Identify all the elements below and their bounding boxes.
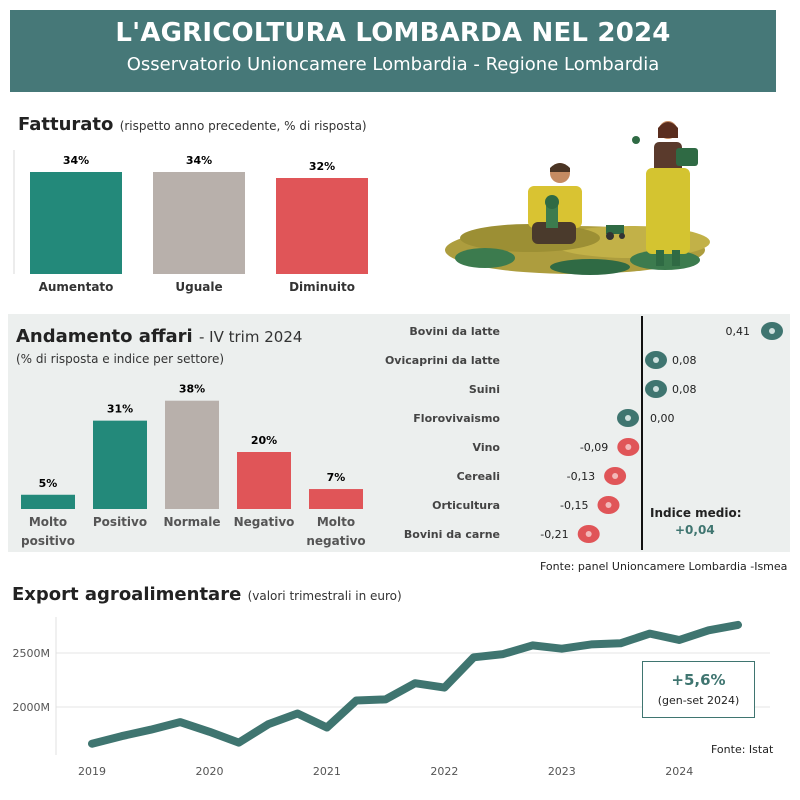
farmer-woman-icon xyxy=(632,121,698,266)
indice-category-label: Cereali xyxy=(457,470,500,483)
indice-value-label: 0,08 xyxy=(672,383,697,396)
andamento-title-suffix: - IV trim 2024 xyxy=(199,328,303,346)
export-xtick-label: 2019 xyxy=(78,765,106,778)
pig-icon xyxy=(645,380,667,398)
andamento-category-label: Molto xyxy=(29,515,67,529)
corn-icon xyxy=(604,467,627,485)
pumpkin-icon xyxy=(597,496,620,514)
export-title: Export agroalimentare (valori trimestral… xyxy=(12,584,402,605)
indice-value-label: 0,41 xyxy=(726,325,751,338)
export-series-line xyxy=(88,620,742,748)
indice-category-label: Suini xyxy=(469,383,500,396)
page-subtitle: Osservatorio Unioncamere Lombardia - Reg… xyxy=(126,54,660,75)
andamento-category-label: Normale xyxy=(163,515,220,529)
grapes-icon xyxy=(617,438,640,456)
farmer-man-icon xyxy=(528,163,582,244)
fatturato-chart: 34% Aumentato 34% Uguale 32% Diminuito xyxy=(13,150,368,294)
fatturato-category-label: Uguale xyxy=(175,280,222,294)
indice-category-label: Florovivaismo xyxy=(413,412,500,425)
export-chart: 2000M 2500M 2019 2020 2021 2022 2023 2024 xyxy=(13,617,770,778)
indice-chart: Bovini da latte 0,41 Ovicaprini da latte 0,… xyxy=(385,316,783,550)
andamento-value-label: 38% xyxy=(179,383,205,396)
indice-value-label: 0,08 xyxy=(672,354,697,367)
indice-category-label: Ovicaprini da latte xyxy=(385,354,500,367)
export-ytick-label: 2500M xyxy=(13,647,51,660)
export-callout-value: +5,6% xyxy=(671,671,726,689)
indice-value-label: -0,15 xyxy=(560,499,588,512)
source-istat: Fonte: Istat xyxy=(711,743,774,756)
indice-category-label: Bovini da carne xyxy=(404,528,500,541)
fatturato-value-label: 32% xyxy=(309,160,335,173)
export-callout-label: (gen-set 2024) xyxy=(657,694,740,707)
indice-medio-label: Indice medio: xyxy=(650,506,742,520)
export-xtick-label: 2023 xyxy=(548,765,576,778)
andamento-category-label: Molto xyxy=(317,515,355,529)
export-xtick-label: 2024 xyxy=(665,765,693,778)
andamento-category-label: positivo xyxy=(21,534,75,548)
export-callout: +5,6% (gen-set 2024) xyxy=(642,661,755,718)
andamento-bar xyxy=(309,489,363,509)
export-ytick-label: 2000M xyxy=(13,701,51,714)
andamento-subtitle: (% di risposta e indice per settore) xyxy=(16,352,225,366)
export-xtick-label: 2020 xyxy=(195,765,223,778)
andamento-title: Andamento affari - IV trim 2024 xyxy=(16,326,303,347)
indice-category-label: Vino xyxy=(473,441,501,454)
indice-medio-value: +0,04 xyxy=(675,523,715,537)
export-xtick-label: 2021 xyxy=(313,765,341,778)
indice-value-label: 0,00 xyxy=(650,412,675,425)
fatturato-category-label: Diminuito xyxy=(289,280,355,294)
andamento-value-label: 5% xyxy=(39,477,58,490)
indice-value-label: -0,13 xyxy=(567,470,595,483)
sheep-icon xyxy=(645,351,667,369)
page-title: L'AGRICOLTURA LOMBARDA NEL 2024 xyxy=(115,18,671,48)
export-xtick-label: 2022 xyxy=(430,765,458,778)
andamento-bar xyxy=(237,452,291,509)
andamento-bar xyxy=(21,494,75,509)
andamento-value-label: 20% xyxy=(251,434,277,447)
cow-icon xyxy=(577,525,600,543)
source-panel: Fonte: panel Unioncamere Lombardia -Isme… xyxy=(540,560,788,573)
andamento-chart: 5% Molto positivo 31% Positivo 38% Normale 20% N… xyxy=(21,383,366,548)
andamento-value-label: 31% xyxy=(107,403,133,416)
andamento-category-label: Positivo xyxy=(93,515,147,529)
tractor-icon xyxy=(606,225,625,240)
farmers-illustration xyxy=(445,121,710,275)
fatturato-bar xyxy=(276,178,368,274)
indice-category-label: Orticultura xyxy=(432,499,500,512)
fatturato-value-label: 34% xyxy=(186,154,212,167)
indice-value-label: -0,21 xyxy=(540,528,568,541)
andamento-category-label: negativo xyxy=(306,534,365,548)
indice-category-label: Bovini da latte xyxy=(409,325,500,338)
fatturato-bar xyxy=(153,172,245,274)
fatturato-value-label: 34% xyxy=(63,154,89,167)
andamento-bar xyxy=(165,400,219,509)
andamento-category-label: Negativo xyxy=(234,515,295,529)
export-subtitle: (valori trimestrali in euro) xyxy=(247,589,402,603)
fatturato-subtitle: (rispetto anno precedente, % di risposta… xyxy=(119,119,367,133)
fatturato-bar xyxy=(30,172,122,274)
header-banner: L'AGRICOLTURA LOMBARDA NEL 2024 Osservat… xyxy=(10,10,776,92)
fatturato-title: Fatturato (rispetto anno precedente, % d… xyxy=(18,114,367,135)
indice-value-label: -0,09 xyxy=(580,441,608,454)
fatturato-category-label: Aumentato xyxy=(39,280,114,294)
andamento-bar xyxy=(93,420,147,509)
milk-can-icon xyxy=(761,322,783,340)
flower-pot-icon xyxy=(617,409,639,427)
andamento-value-label: 7% xyxy=(327,471,346,484)
